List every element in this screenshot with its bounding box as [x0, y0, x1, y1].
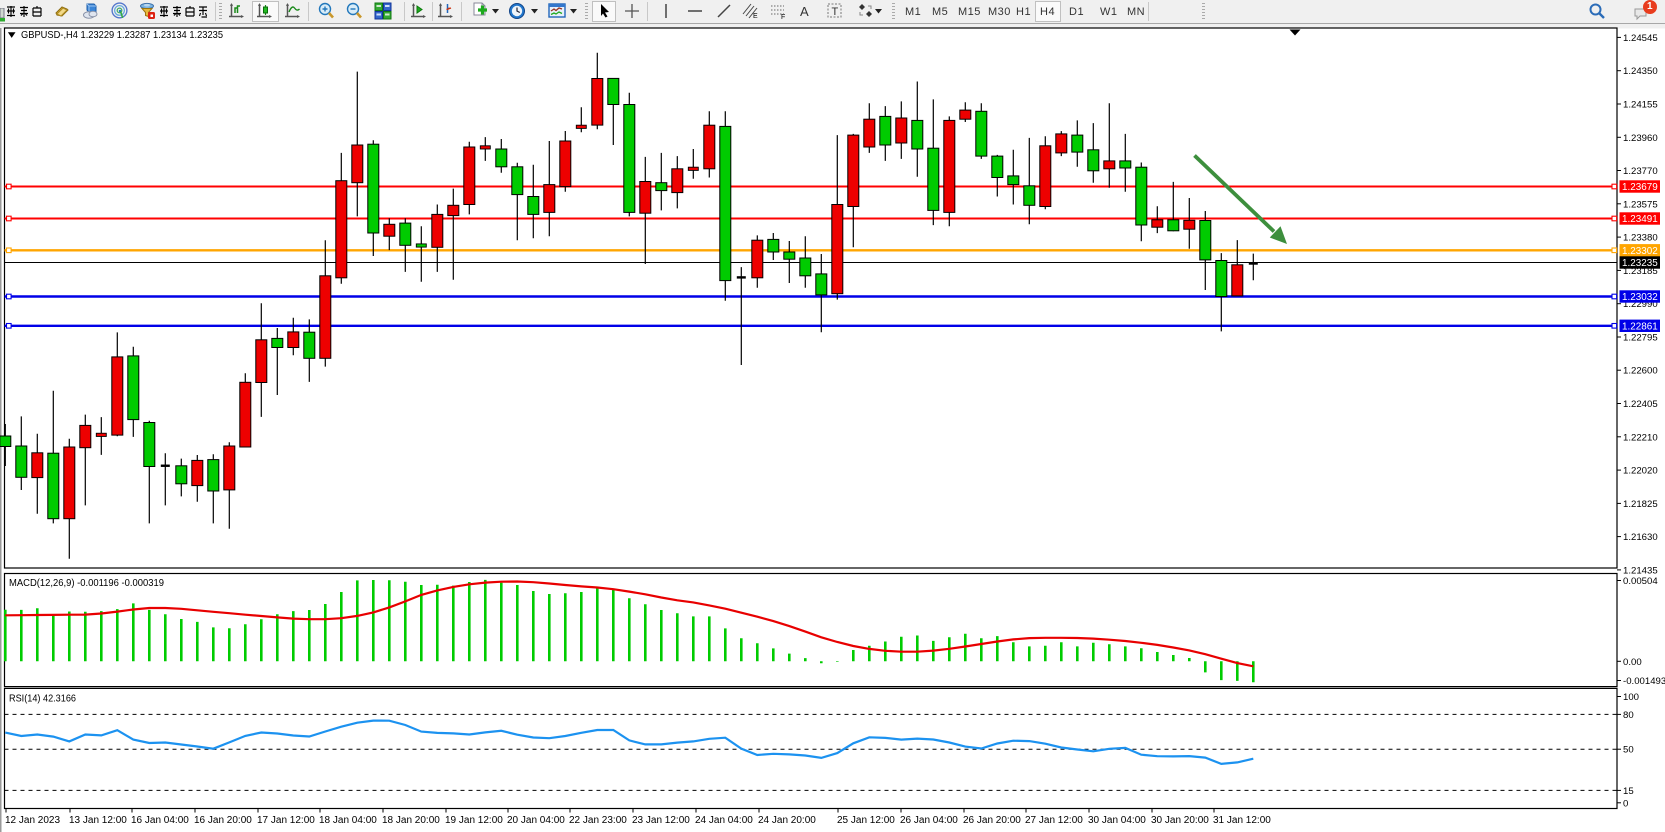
- svg-text:0.00: 0.00: [1623, 657, 1642, 668]
- svg-text:24 Jan 20:00: 24 Jan 20:00: [758, 815, 816, 826]
- svg-text:1.23575: 1.23575: [1623, 199, 1658, 210]
- svg-text:16 Jan 04:00: 16 Jan 04:00: [131, 815, 189, 826]
- svg-text:1.22210: 1.22210: [1623, 432, 1658, 443]
- svg-text:1.22795: 1.22795: [1623, 333, 1658, 344]
- svg-text:13 Jan 12:00: 13 Jan 12:00: [69, 815, 127, 826]
- svg-text:100: 100: [1623, 692, 1639, 703]
- svg-text:-0.001493: -0.001493: [1623, 676, 1665, 687]
- svg-text:1.22861: 1.22861: [1622, 321, 1658, 332]
- svg-text:80: 80: [1623, 710, 1634, 721]
- svg-text:GBPUSD-,H4 1.23229 1.23287 1.: GBPUSD-,H4 1.23229 1.23287 1.23134 1.232…: [21, 29, 223, 41]
- svg-text:T: T: [832, 6, 839, 18]
- svg-text:22 Jan 23:00: 22 Jan 23:00: [569, 815, 627, 826]
- svg-text:27 Jan 12:00: 27 Jan 12:00: [1025, 815, 1083, 826]
- svg-text:RSI(14) 42.3166: RSI(14) 42.3166: [9, 694, 76, 705]
- svg-text:1.24155: 1.24155: [1623, 100, 1658, 111]
- svg-text:50: 50: [1623, 745, 1634, 756]
- svg-text:31 Jan 12:00: 31 Jan 12:00: [1213, 815, 1271, 826]
- svg-text:1.23380: 1.23380: [1623, 233, 1658, 244]
- svg-text:1.23185: 1.23185: [1623, 266, 1658, 277]
- svg-text:12 Jan 2023: 12 Jan 2023: [5, 815, 60, 826]
- svg-text:1.23679: 1.23679: [1622, 182, 1658, 193]
- svg-text:24 Jan 04:00: 24 Jan 04:00: [695, 815, 753, 826]
- svg-text:19 Jan 12:00: 19 Jan 12:00: [445, 815, 503, 826]
- svg-text:20 Jan 04:00: 20 Jan 04:00: [507, 815, 565, 826]
- svg-text:1.22405: 1.22405: [1623, 399, 1658, 410]
- svg-text:1.23302: 1.23302: [1622, 246, 1658, 257]
- svg-text:E: E: [753, 13, 758, 20]
- svg-text:30 Jan 04:00: 30 Jan 04:00: [1088, 815, 1146, 826]
- svg-text:MACD(12,26,9) -0.001196 -0.000: MACD(12,26,9) -0.001196 -0.000319: [9, 578, 164, 589]
- svg-text:23 Jan 12:00: 23 Jan 12:00: [632, 815, 690, 826]
- svg-text:1.21435: 1.21435: [1623, 565, 1658, 576]
- svg-text:18 Jan 04:00: 18 Jan 04:00: [319, 815, 377, 826]
- svg-text:25 Jan 12:00: 25 Jan 12:00: [837, 815, 895, 826]
- svg-text:1.22020: 1.22020: [1623, 466, 1658, 477]
- svg-text:1.23960: 1.23960: [1623, 133, 1658, 144]
- svg-text:26 Jan 20:00: 26 Jan 20:00: [963, 815, 1021, 826]
- svg-text:1.22600: 1.22600: [1623, 366, 1658, 377]
- svg-text:1.22990: 1.22990: [1623, 299, 1658, 310]
- svg-text:F: F: [781, 14, 785, 20]
- svg-text:1.21825: 1.21825: [1623, 499, 1658, 510]
- svg-text:0: 0: [1623, 798, 1628, 809]
- svg-text:1.24545: 1.24545: [1623, 33, 1658, 44]
- svg-text:1.23491: 1.23491: [1622, 214, 1658, 225]
- svg-text:1.23770: 1.23770: [1623, 166, 1658, 177]
- svg-text:1.24350: 1.24350: [1623, 66, 1658, 77]
- svg-text:1.21630: 1.21630: [1623, 532, 1658, 543]
- svg-text:15: 15: [1623, 786, 1634, 797]
- svg-text:1.23235: 1.23235: [1622, 258, 1658, 269]
- svg-text:30 Jan 20:00: 30 Jan 20:00: [1151, 815, 1209, 826]
- svg-text:18 Jan 20:00: 18 Jan 20:00: [382, 815, 440, 826]
- svg-text:16 Jan 20:00: 16 Jan 20:00: [194, 815, 252, 826]
- svg-text:26 Jan 04:00: 26 Jan 04:00: [900, 815, 958, 826]
- svg-text:17 Jan 12:00: 17 Jan 12:00: [257, 815, 315, 826]
- svg-text:0.00504: 0.00504: [1623, 576, 1658, 587]
- svg-text:1.23032: 1.23032: [1622, 292, 1658, 303]
